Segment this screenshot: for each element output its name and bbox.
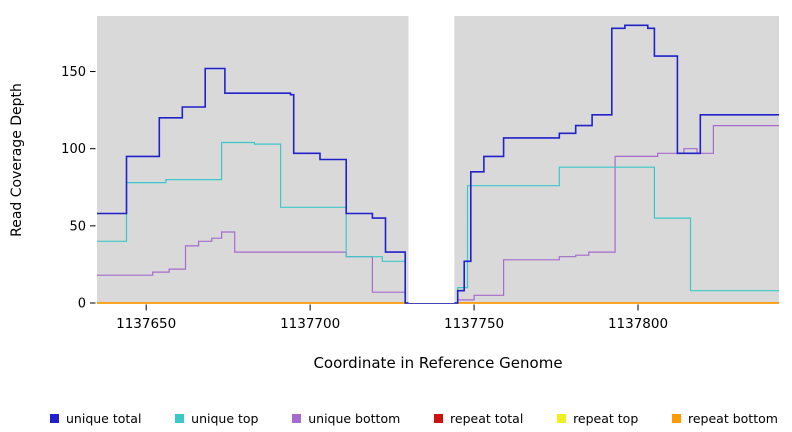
coverage-line-unique-top — [97, 141, 779, 304]
x-tick-label: 1137750 — [444, 316, 504, 332]
chart-legend: unique total unique top unique bottom repea… — [0, 411, 792, 426]
legend-swatch-unique-total — [50, 414, 59, 423]
legend-swatch-repeat-bottom — [672, 414, 681, 423]
legend-swatch-unique-bottom — [292, 414, 302, 423]
coverage-line-unique-total — [97, 24, 779, 304]
legend-label-repeat-total: repeat total — [450, 411, 524, 426]
legend-item-repeat-bottom: repeat bottom — [672, 411, 778, 426]
x-tick-label: 1137650 — [116, 316, 176, 332]
legend-swatch-repeat-total — [434, 414, 444, 423]
legend-label-unique-bottom: unique bottom — [308, 411, 401, 426]
legend-label-unique-top: unique top — [191, 411, 259, 426]
y-tick-label: 0 — [78, 297, 86, 312]
x-axis-title: Coordinate in Reference Genome — [313, 354, 562, 372]
legend-item-unique-top: unique top — [175, 411, 258, 426]
x-tick-label: 1137700 — [280, 316, 340, 332]
legend-item-repeat-top: repeat top — [557, 411, 638, 426]
legend-swatch-repeat-top — [557, 414, 567, 423]
legend-label-repeat-bottom: repeat bottom — [688, 411, 778, 426]
legend-item-unique-total: unique total — [50, 411, 141, 426]
y-tick-label: 150 — [61, 65, 86, 80]
x-tick-label: 1137800 — [608, 316, 668, 332]
coverage-plot: 0 50 100 150 1137650 1137700 1137750 1137800 Coo… — [9, 8, 779, 372]
y-tick-label: 50 — [69, 219, 86, 234]
y-axis-title: Read Coverage Depth — [9, 83, 25, 237]
legend-item-unique-bottom: unique bottom — [292, 411, 400, 426]
legend-label-repeat-top: repeat top — [573, 411, 639, 426]
legend-swatch-unique-top — [175, 414, 185, 423]
y-tick-label: 100 — [61, 142, 86, 157]
legend-item-repeat-total: repeat total — [434, 411, 523, 426]
legend-label-unique-total: unique total — [66, 411, 142, 426]
gap-region — [408, 8, 455, 303]
